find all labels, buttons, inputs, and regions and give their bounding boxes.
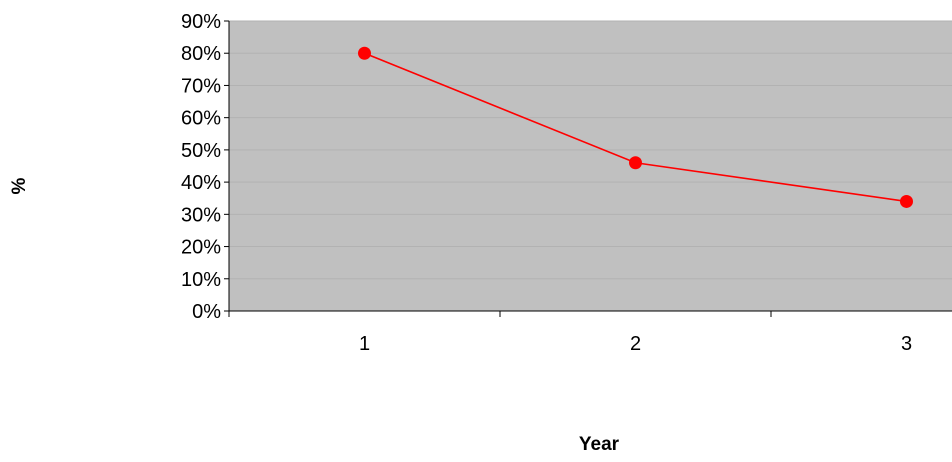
gridlines [229,20,952,280]
x-tick-label: 3 [901,333,912,355]
y-tick-label: 0% [192,301,221,323]
data-point [900,194,913,208]
y-tick-label: 50% [181,140,221,162]
y-tick-label: 30% [181,204,221,226]
axes [224,20,952,317]
x-tick-label: 2 [630,333,641,355]
x-tick-labels: 1 2 3 [359,333,912,355]
x-axis-title: Year [579,434,620,455]
series-layer [358,46,913,208]
data-point [629,156,642,170]
plot-area [229,21,952,311]
x-tick-label: 1 [359,333,370,355]
y-tick-label: 70% [181,75,221,97]
y-tick-label: 40% [181,172,221,194]
y-tick-label: 60% [181,108,221,130]
y-tick-label: 20% [181,237,221,259]
y-axis-title: % [9,177,30,194]
y-tick-labels: 0% 10% 20% 30% 40% 50% 60% 70% 80% 90% [181,11,221,323]
y-tick-label: 90% [181,11,221,33]
y-tick-label: 80% [181,43,221,65]
data-point [358,46,371,60]
y-tick-label: 10% [181,269,221,291]
